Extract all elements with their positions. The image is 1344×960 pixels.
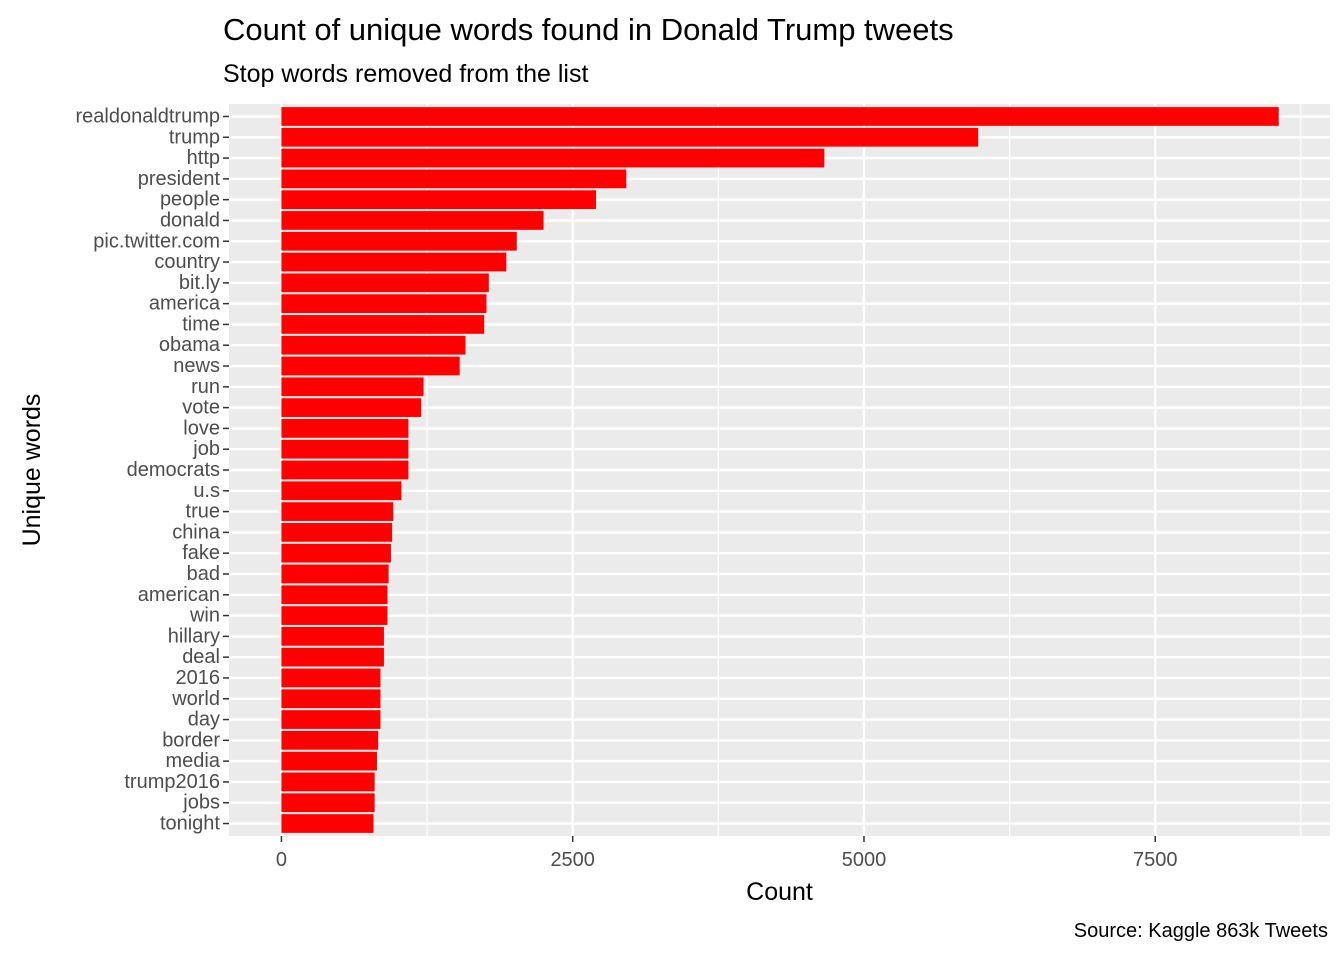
y-tick-label: obama (159, 334, 221, 356)
bar (281, 419, 409, 438)
bar (281, 294, 487, 313)
bar (281, 772, 375, 792)
bar (281, 377, 424, 397)
x-axis-title: Count (746, 878, 813, 906)
y-tick-label: jobs (182, 792, 220, 814)
chart-subtitle: Stop words removed from the list (223, 60, 589, 88)
bar (281, 107, 1279, 126)
bar (281, 814, 374, 833)
bar (281, 585, 388, 605)
y-tick-label: bad (187, 563, 220, 585)
bar (281, 148, 825, 168)
y-tick-label: country (154, 251, 220, 273)
bar (281, 439, 409, 459)
y-tick-label: bit.ly (179, 272, 220, 294)
y-tick-label: u.s (193, 480, 220, 502)
bar (281, 523, 393, 542)
y-tick-label: win (189, 605, 220, 627)
y-tick-label: border (162, 729, 220, 751)
bar (281, 606, 388, 625)
bar (281, 793, 375, 813)
y-tick-label: pic.twitter.com (93, 230, 220, 252)
bar (281, 647, 384, 667)
bar (281, 710, 381, 729)
y-tick-label: china (172, 521, 221, 543)
bar (281, 169, 627, 189)
y-tick-label: donald (160, 209, 220, 231)
x-axis: 0 2500 5000 7500 (276, 836, 1178, 871)
y-tick-label: american (138, 584, 220, 606)
y-tick-label: media (166, 750, 221, 772)
bar (281, 356, 460, 376)
y-tick-label: tonight (160, 813, 220, 835)
y-tick-label: day (188, 709, 220, 731)
bar (281, 730, 379, 750)
bar (281, 751, 377, 771)
bar (281, 502, 394, 521)
chart-title: Count of unique words found in Donald Tr… (223, 12, 954, 47)
bar (281, 335, 466, 355)
bar (281, 315, 485, 334)
y-axis-title: Unique words (18, 394, 46, 547)
y-tick-label: http (187, 147, 220, 169)
bars (281, 107, 1279, 833)
bar (281, 668, 381, 688)
bar (281, 481, 402, 501)
x-tick-label: 0 (276, 849, 287, 871)
y-axis: realdonaldtrumptrumphttppresidentpeopled… (75, 105, 229, 835)
y-tick-label: news (173, 355, 220, 377)
bar (281, 627, 384, 646)
y-tick-label: people (160, 189, 220, 211)
y-tick-label: president (138, 168, 221, 190)
y-tick-label: job (192, 438, 220, 460)
y-tick-label: love (183, 417, 220, 439)
bar (281, 127, 979, 147)
bar (281, 211, 544, 230)
y-tick-label: true (186, 501, 220, 523)
bar (281, 273, 489, 293)
y-tick-label: fake (182, 542, 220, 564)
bar (281, 564, 389, 584)
x-tick-label: 7500 (1133, 849, 1178, 871)
y-tick-label: trump2016 (124, 771, 220, 793)
y-tick-label: run (191, 376, 220, 398)
y-tick-label: 2016 (176, 667, 221, 689)
bar (281, 190, 596, 210)
y-tick-label: america (149, 293, 221, 315)
bar (281, 460, 409, 480)
bar (281, 252, 507, 272)
y-tick-label: realdonaldtrump (75, 105, 220, 127)
x-tick-label: 5000 (842, 849, 887, 871)
y-tick-label: democrats (127, 459, 220, 481)
y-tick-label: hillary (168, 625, 220, 647)
bar (281, 398, 422, 417)
y-tick-label: time (182, 313, 220, 335)
y-tick-label: trump (169, 126, 220, 148)
y-tick-label: vote (182, 397, 220, 419)
bar (281, 543, 391, 563)
y-tick-label: deal (182, 646, 220, 668)
x-tick-label: 2500 (550, 849, 595, 871)
bar (281, 231, 517, 251)
y-tick-label: world (171, 688, 220, 710)
chart-caption: Source: Kaggle 863k Tweets (1073, 920, 1328, 942)
bar (281, 689, 381, 709)
